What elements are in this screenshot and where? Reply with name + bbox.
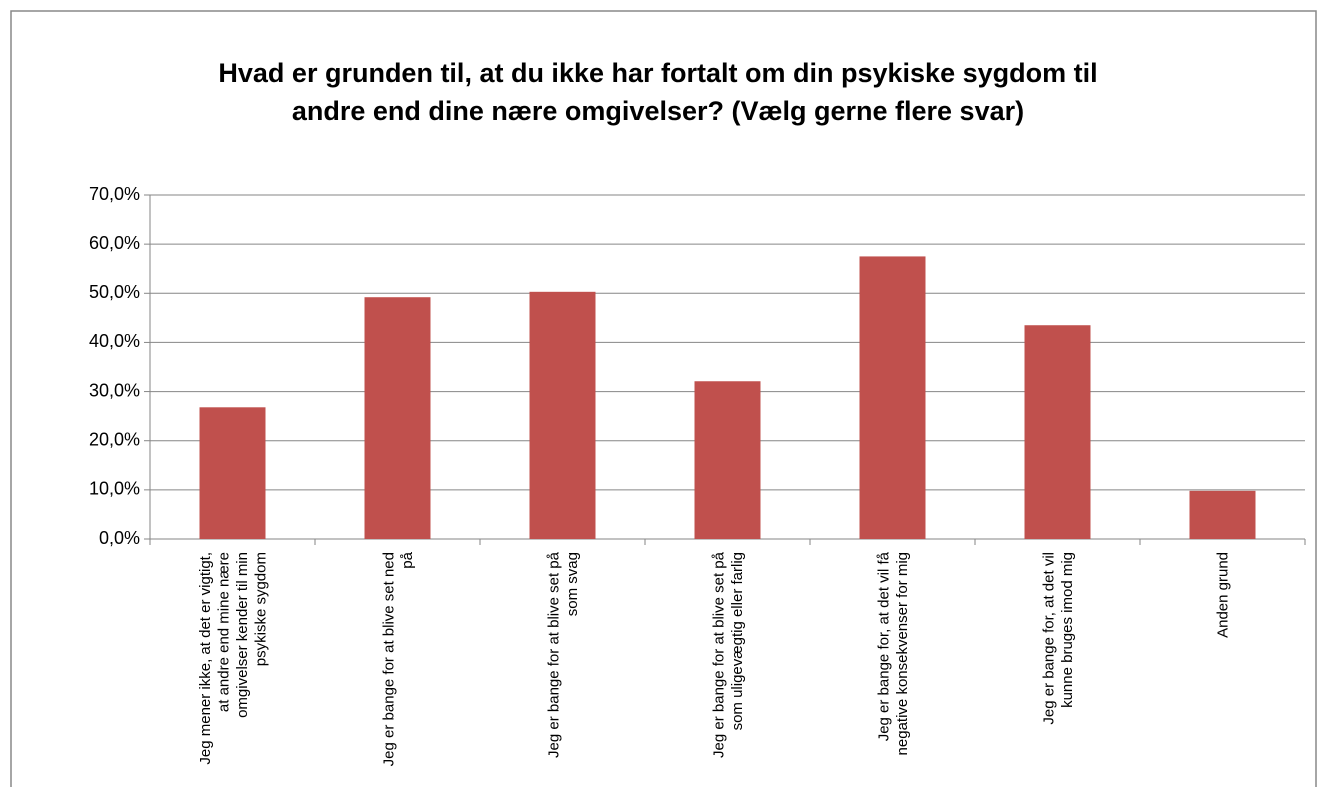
x-tick-label: Anden grund (1215, 552, 1232, 638)
label-line: kunne bruges imod mig (1059, 552, 1076, 708)
y-tick-label: 0,0% (99, 528, 140, 548)
label-line: Jeg er bange for, at det vil (1040, 552, 1057, 725)
y-tick-label: 60,0% (89, 233, 140, 253)
chart-border (10, 10, 1317, 787)
label-line: psykiske sygdom (252, 552, 269, 666)
label-line: at andre end mine nære (215, 552, 232, 712)
bar (364, 297, 431, 539)
y-tick-label: 50,0% (89, 282, 140, 302)
y-tick-label: 30,0% (89, 380, 140, 400)
y-tick-label: 10,0% (89, 479, 140, 499)
label-line: Jeg er bange for, at det vil få (875, 551, 892, 741)
label-line: som svag (564, 552, 581, 616)
y-tick-label: 40,0% (89, 331, 140, 351)
x-tick-label: Jeg er bange for, at det vil få negative … (875, 551, 911, 755)
bar (859, 256, 926, 539)
label-line: som uligevægtig eller farlig (729, 552, 746, 730)
label-line: omgivelser kender til min (234, 552, 251, 718)
x-tick-label: Jeg er bange for at blive set ned på (380, 551, 416, 766)
bar (529, 291, 596, 539)
title-line: Hvad er grunden til, at du ikke har fort… (218, 58, 1097, 88)
bar (1189, 490, 1256, 539)
y-tick-label: 70,0% (89, 184, 140, 204)
label-line: på (399, 551, 416, 568)
label-line: Jeg mener ikke, at det er vigtigt, (197, 552, 214, 765)
label-line: negative konsekvenser for mig (894, 552, 911, 755)
x-tick-label: Jeg mener ikke, at det er vigtigt, at and… (197, 552, 270, 765)
x-tick-label: Jeg er bange for at blive set på som svag (545, 551, 581, 758)
label-line: Jeg er bange for at blive set ned (380, 552, 397, 766)
bar (1024, 325, 1091, 539)
bar (199, 407, 266, 539)
label-line: Jeg er bange for at blive set på (710, 551, 727, 758)
label-line: Anden grund (1215, 552, 1232, 638)
x-tick-label: Jeg er bange for at blive set på som ulig… (710, 551, 746, 758)
y-tick-label: 20,0% (89, 429, 140, 449)
x-tick-label: Jeg er bange for, at det vil kunne bruges… (1040, 552, 1076, 725)
bar (694, 381, 761, 539)
chart-title: Hvad er grunden til, at du ikke har fort… (218, 58, 1097, 126)
title-line: andre end dine nære omgivelser? (Vælg ge… (292, 96, 1024, 126)
label-line: Jeg er bange for at blive set på (545, 551, 562, 758)
